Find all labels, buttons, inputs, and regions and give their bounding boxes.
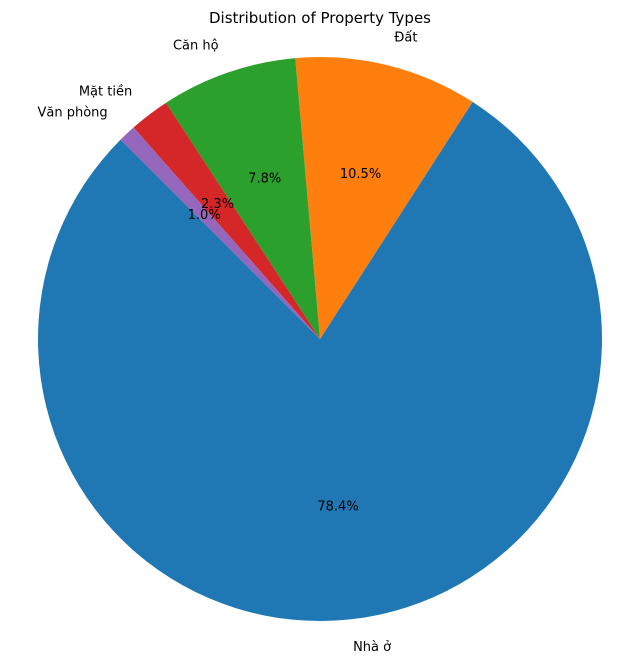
slice-labels: Nhà ở Đất Căn hộ Mặt tiền Văn phòng [37, 30, 417, 655]
pie-slice-4 [120, 127, 320, 339]
slice-percentage-0: 78.4% [317, 500, 358, 515]
pie-slice-1 [295, 57, 473, 339]
slice-percentage-1: 10.5% [340, 167, 381, 182]
slice-label-1: Đất [394, 30, 417, 45]
pie-slice-3 [133, 102, 320, 339]
slice-label-4: Văn phòng [37, 105, 107, 120]
percentage-labels: 78.4% 10.5% 7.8% 2.3%1.0% [188, 167, 382, 515]
pie-slice-0 [37, 101, 603, 621]
pie-slice-2 [165, 58, 320, 339]
slice-label-0: Nhà ở [353, 640, 391, 655]
slice-percentage-4: 1.0% [188, 208, 221, 223]
slice-percentage-2: 7.8% [248, 172, 281, 187]
chart-title: Distribution of Property Types [209, 9, 431, 27]
slice-percentage-3: 2.3% [201, 197, 234, 212]
slice-label-2: Căn hộ [173, 38, 219, 53]
pie-slices [37, 57, 603, 621]
slice-label-3: Mặt tiền [79, 85, 132, 100]
